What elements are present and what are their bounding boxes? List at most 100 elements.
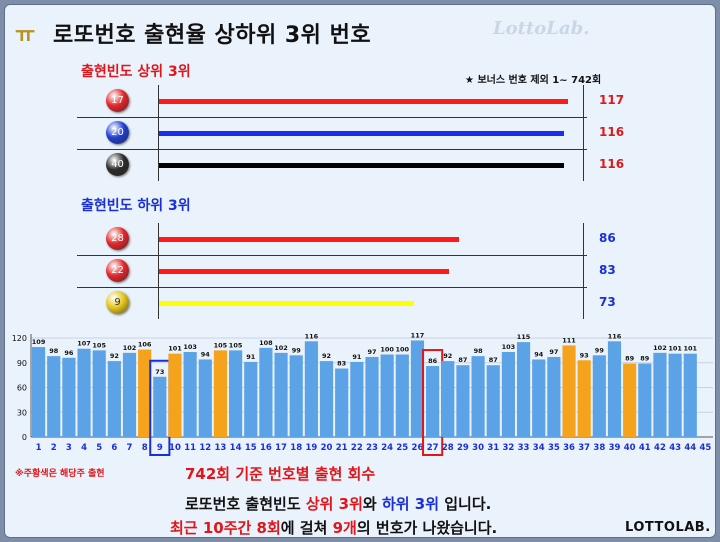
x-tick-label: 7	[127, 443, 133, 453]
bar-value-label: 117	[411, 331, 425, 339]
number-ball: 9	[106, 291, 129, 314]
bar-value-label: 97	[549, 348, 558, 356]
bar-37	[577, 360, 591, 437]
bar-30	[471, 356, 485, 437]
x-tick-label: 35	[548, 443, 560, 453]
bar-value-label: 91	[246, 353, 256, 361]
x-tick-label: 4	[81, 443, 87, 453]
brand-label: LOTTOLAB.	[625, 520, 711, 535]
bar-value-label: 91	[352, 353, 362, 361]
bar-value-label: 101	[668, 345, 682, 353]
x-tick-label: 44	[684, 443, 696, 453]
x-tick-label: 31	[487, 443, 499, 453]
footer-highlight-top: 상위 3위	[305, 495, 363, 513]
bar-27	[426, 366, 440, 437]
bar-23	[365, 356, 379, 437]
x-tick-label: 5	[96, 443, 102, 453]
x-tick-label: 20	[321, 443, 333, 453]
x-tick-label: 10	[169, 443, 181, 453]
x-tick-label: 38	[593, 443, 605, 453]
bar-value-label: 89	[625, 355, 635, 363]
bar-32	[501, 352, 515, 437]
bar-11	[183, 352, 197, 437]
bar-14	[229, 350, 243, 437]
x-tick-label: 6	[111, 443, 117, 453]
x-tick-label: 36	[563, 443, 575, 453]
x-tick-label: 18	[290, 443, 302, 453]
bar-value-label: 94	[534, 350, 544, 358]
x-tick-label: 16	[260, 443, 272, 453]
bar-value-label: 97	[367, 348, 376, 356]
bar-value-label: 93	[580, 351, 589, 359]
bar-3	[62, 357, 76, 437]
bar-16	[259, 347, 273, 437]
bar-value-label: 101	[168, 345, 182, 353]
bar-39	[607, 341, 622, 437]
x-tick-label: 40	[624, 443, 636, 453]
bar-value-label: 73	[155, 368, 164, 376]
x-tick-label: 45	[700, 443, 712, 453]
x-tick-label: 26	[412, 443, 424, 453]
legend-note: ※주황색은 해당주 출현	[15, 469, 105, 479]
top-section-heading: 출현빈도 상위 3위	[81, 64, 191, 80]
bar-41	[638, 363, 652, 437]
bar-value-label: 103	[502, 343, 516, 351]
bar-10	[168, 353, 182, 437]
bar-36	[562, 345, 576, 437]
x-tick-label: 29	[457, 443, 469, 453]
chart-caption: 742회 기준 번호별 출현 회수	[185, 465, 376, 483]
x-tick-label: 1	[36, 443, 42, 453]
bar-value-label: 102	[653, 344, 667, 352]
x-tick-label: 39	[609, 443, 621, 453]
rank-count: 116	[599, 125, 625, 139]
bar-18	[289, 355, 303, 437]
footer-text: 에 걸쳐	[280, 519, 333, 537]
bar-20	[319, 361, 334, 437]
y-tick-label: 0	[22, 433, 27, 442]
bar-value-label: 105	[214, 341, 228, 349]
rank-count: 73	[599, 295, 616, 309]
bar-38	[592, 355, 606, 437]
x-tick-label: 32	[502, 443, 514, 453]
bar-value-label: 89	[640, 355, 650, 363]
bar-value-label: 96	[64, 349, 74, 357]
bar-2	[47, 356, 61, 437]
bar-28	[441, 361, 455, 437]
footer-text: 의 번호가 나왔습니다.	[356, 519, 498, 537]
x-tick-label: 13	[215, 443, 227, 453]
bar-value-label: 108	[259, 339, 273, 347]
bar-44	[683, 353, 697, 437]
rank-count: 117	[599, 93, 625, 107]
row-divider	[77, 117, 587, 118]
row-divider	[77, 255, 587, 256]
bar-17	[274, 352, 288, 437]
bar-value-label: 105	[92, 341, 106, 349]
footer-text: 로또번호 출현빈도	[185, 495, 306, 513]
bar-5	[92, 350, 106, 437]
x-tick-label: 3	[66, 443, 72, 453]
x-tick-label: 22	[351, 443, 363, 453]
value-divider-line	[583, 223, 584, 319]
y-tick-label: 60	[17, 384, 27, 393]
row-divider	[77, 287, 587, 288]
x-tick-label: 23	[366, 443, 378, 453]
bar-13	[213, 350, 228, 437]
bar-33	[516, 342, 531, 437]
row-divider	[77, 149, 587, 150]
bar-29	[456, 365, 470, 437]
number-ball: 40	[106, 153, 129, 176]
bar-value-label: 98	[49, 347, 59, 355]
x-tick-label: 27	[427, 443, 439, 453]
footer-text: 와	[362, 495, 382, 513]
x-tick-label: 34	[533, 443, 545, 453]
x-tick-label: 42	[654, 443, 666, 453]
bar-21	[335, 368, 349, 437]
bar-1	[32, 347, 46, 437]
bar-43	[668, 353, 682, 437]
rank-count: 86	[599, 231, 616, 245]
bar-axis-line	[158, 223, 159, 319]
footer-highlight-weeks: 최근 10주간 8회	[170, 519, 281, 537]
bar-value-label: 99	[595, 346, 605, 354]
bar-value-label: 109	[32, 338, 46, 346]
